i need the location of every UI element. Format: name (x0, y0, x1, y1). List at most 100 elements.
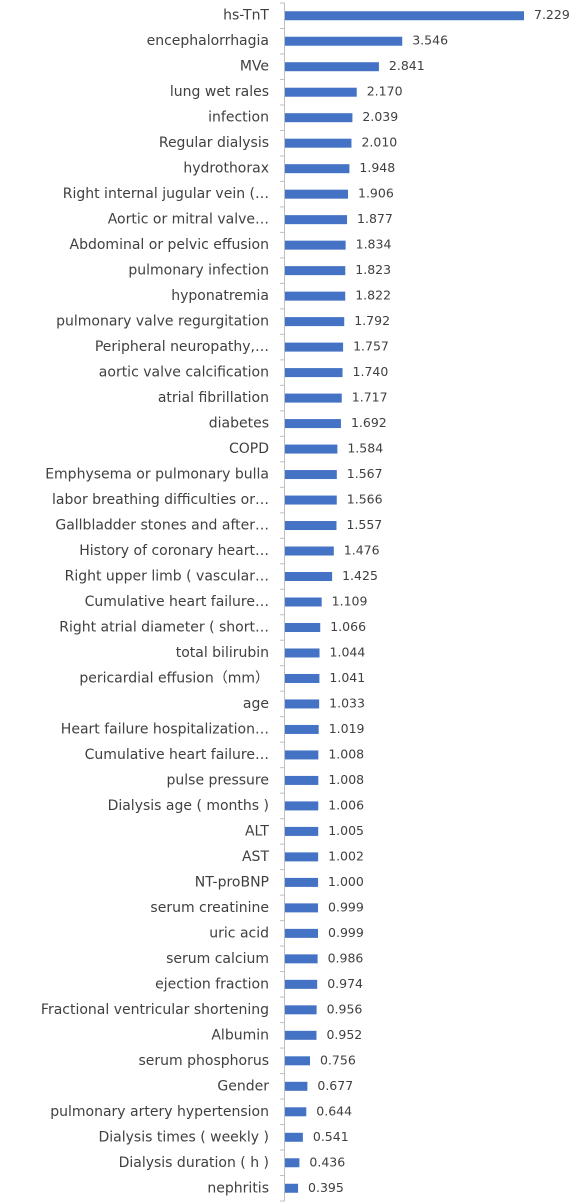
category-label: pulmonary infection (128, 263, 269, 279)
bar (285, 724, 319, 734)
bar (285, 826, 319, 836)
bar (285, 470, 337, 480)
bar (285, 444, 338, 454)
value-label: 1.567 (347, 466, 383, 481)
value-label: 2.010 (361, 135, 397, 150)
category-label: Right internal jugular vein (… (63, 186, 269, 202)
category-label: Cumulative heart failure… (85, 594, 269, 610)
value-label: 1.041 (329, 670, 365, 685)
bar (285, 877, 319, 887)
value-label: 0.999 (328, 925, 364, 940)
category-label: Heart failure hospitalization… (61, 721, 269, 737)
bar (285, 291, 346, 301)
value-label: 1.834 (356, 237, 392, 252)
category-label: pericardial effusion（mm） (79, 670, 269, 686)
value-label: 7.229 (534, 7, 570, 22)
value-label: 1.566 (347, 492, 383, 507)
category-label: pulmonary artery hypertension (50, 1104, 269, 1120)
category-label: Emphysema or pulmonary bulla (45, 467, 269, 483)
value-label: 1.476 (344, 543, 380, 558)
value-label: 2.039 (362, 109, 398, 124)
value-label: 1.823 (355, 262, 391, 277)
value-label: 0.677 (317, 1078, 353, 1093)
category-label: Peripheral neuropathy,… (95, 339, 269, 355)
category-label: Right upper limb ( vascular… (65, 569, 269, 585)
value-label: 0.974 (327, 976, 363, 991)
value-label: 1.877 (357, 211, 393, 226)
bar (285, 673, 320, 683)
value-label: 0.395 (308, 1180, 344, 1195)
category-label: labor breathing difficulties or… (52, 492, 269, 508)
bar (285, 1030, 317, 1040)
category-label: aortic valve calcification (99, 365, 269, 381)
category-label: uric acid (209, 925, 269, 941)
value-label: 1.757 (353, 339, 389, 354)
value-label: 1.019 (329, 721, 365, 736)
category-label: serum calcium (166, 951, 269, 967)
bar (285, 1081, 308, 1091)
bar (285, 317, 345, 327)
bar (285, 928, 319, 938)
value-label: 1.717 (352, 390, 388, 405)
category-label: serum creatinine (150, 900, 269, 916)
value-label: 0.644 (316, 1103, 352, 1118)
category-label: Dialysis age ( months ) (108, 798, 269, 814)
category-label: Regular dialysis (159, 135, 269, 151)
value-label: 0.999 (328, 899, 364, 914)
category-label: Right atrial diameter ( short… (59, 619, 269, 635)
value-label: 1.740 (353, 364, 389, 379)
category-label: Gallbladder stones and after… (55, 518, 269, 534)
value-label: 1.692 (351, 415, 387, 430)
bar (285, 572, 333, 582)
bar (285, 521, 337, 531)
value-label: 0.986 (328, 950, 364, 965)
value-label: 2.170 (367, 84, 403, 99)
bar (285, 11, 524, 21)
value-label: 1.792 (354, 313, 390, 328)
value-label: 1.584 (347, 441, 383, 456)
category-label: serum phosphorus (139, 1053, 270, 1069)
value-label: 0.436 (309, 1154, 345, 1169)
category-label: AST (242, 849, 269, 865)
bar (285, 954, 318, 964)
category-label: pulmonary valve regurgitation (56, 314, 269, 330)
bar (285, 852, 319, 862)
category-label: pulse pressure (167, 772, 269, 788)
value-label: 3.546 (412, 33, 448, 48)
value-label: 1.000 (328, 874, 364, 889)
bar (285, 1132, 303, 1142)
category-label: Gender (217, 1078, 269, 1094)
bar (285, 979, 318, 989)
category-label: Dialysis times ( weekly ) (98, 1129, 269, 1145)
bar (285, 750, 319, 760)
category-label: atrial fibrillation (158, 390, 269, 406)
value-label: 1.008 (328, 772, 364, 787)
bar (285, 87, 357, 97)
category-label: ALT (245, 823, 269, 839)
value-label: 1.008 (328, 746, 364, 761)
value-label: 1.006 (328, 797, 364, 812)
bar (285, 597, 322, 607)
bar (285, 138, 352, 148)
value-label: 1.033 (329, 695, 365, 710)
category-label: Dialysis duration ( h ) (119, 1155, 269, 1171)
value-label: 1.066 (330, 619, 366, 634)
bar (285, 62, 379, 72)
bar (285, 215, 348, 225)
value-label: 0.952 (326, 1027, 362, 1042)
bar (285, 1056, 310, 1066)
category-label: age (243, 696, 269, 712)
value-label: 1.044 (330, 644, 366, 659)
bar (285, 1183, 299, 1193)
bar (285, 1107, 307, 1117)
bar (285, 113, 353, 123)
bar (285, 240, 346, 250)
category-label: hyponatremia (171, 288, 269, 304)
value-label: 1.005 (328, 823, 364, 838)
category-label: COPD (229, 441, 269, 457)
category-label: diabetes (209, 416, 269, 432)
value-label: 0.956 (327, 1001, 363, 1016)
bar (285, 189, 349, 199)
category-label: Aortic or mitral valve… (108, 212, 269, 228)
